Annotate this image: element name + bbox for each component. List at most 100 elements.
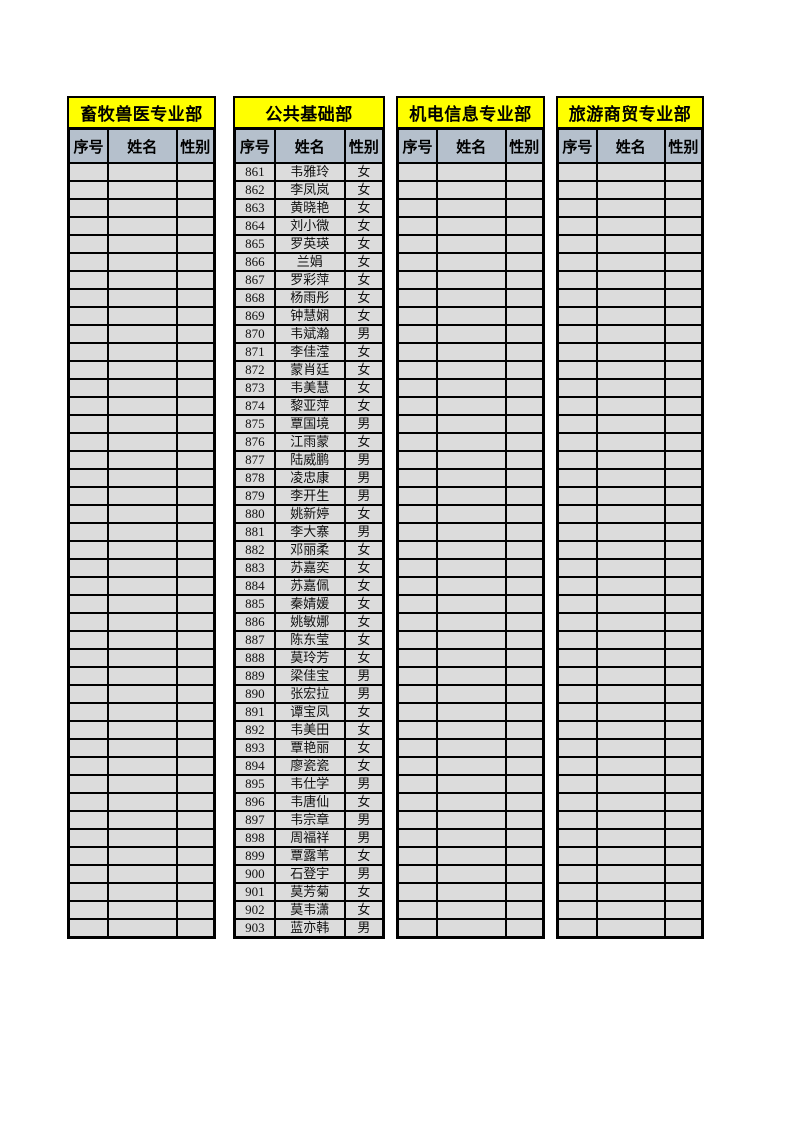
gender-cell <box>504 810 545 830</box>
name-cell <box>106 738 178 758</box>
gender-cell <box>504 720 545 740</box>
table-row <box>396 198 545 218</box>
name-cell <box>106 774 178 794</box>
name-cell <box>435 450 507 470</box>
gender-cell: 女 <box>343 900 385 920</box>
name-cell <box>435 594 507 614</box>
row-number-cell <box>396 324 438 344</box>
row-number-cell <box>67 306 109 326</box>
name-cell <box>595 270 666 290</box>
row-number-cell <box>396 234 438 254</box>
row-number-cell <box>396 684 438 704</box>
table-row: 885 秦婧媛女 <box>233 594 385 614</box>
gender-cell: 女 <box>343 846 385 866</box>
gender-cell <box>504 468 545 488</box>
gender-cell <box>175 414 216 434</box>
gender-cell <box>663 864 704 884</box>
row-number-cell <box>67 378 109 398</box>
row-number-cell <box>556 270 598 290</box>
table-row <box>67 414 216 434</box>
table-row: 880 姚新婷女 <box>233 504 385 524</box>
table-row <box>67 306 216 326</box>
name-cell <box>435 468 507 488</box>
gender-cell: 女 <box>343 432 385 452</box>
gender-cell: 女 <box>343 162 385 182</box>
name-cell: 谭宝凤 <box>273 702 346 722</box>
name-cell <box>106 162 178 182</box>
gender-cell: 男 <box>343 828 385 848</box>
gender-cell <box>504 414 545 434</box>
table-row <box>67 162 216 182</box>
table-row: 875 覃国境男 <box>233 414 385 434</box>
row-number-cell <box>396 720 438 740</box>
gender-cell <box>663 612 704 632</box>
row-number-cell <box>67 666 109 686</box>
row-number-cell <box>556 576 598 596</box>
row-number-cell: 862 <box>233 180 276 200</box>
gender-cell <box>663 756 704 776</box>
table-row <box>67 882 216 902</box>
row-number-cell <box>67 450 109 470</box>
gender-cell <box>175 648 216 668</box>
table-row: 899 覃露苇女 <box>233 846 385 866</box>
name-cell <box>435 324 507 344</box>
name-cell: 罗英瑛 <box>273 234 346 254</box>
gender-cell: 女 <box>343 216 385 236</box>
gender-cell <box>175 576 216 596</box>
row-number-cell <box>396 900 438 920</box>
gender-cell <box>175 720 216 740</box>
gender-cell: 男 <box>343 450 385 470</box>
gender-cell <box>504 252 545 272</box>
gender-cell <box>504 558 545 578</box>
department-table: 畜牧兽医专业部 序号 姓名 性别 <box>67 96 216 939</box>
gender-cell <box>663 504 704 524</box>
name-cell <box>435 558 507 578</box>
table-row <box>67 648 216 668</box>
row-number-cell <box>556 522 598 542</box>
gender-cell <box>663 828 704 848</box>
name-cell: 陈东莹 <box>273 630 346 650</box>
table-row: 861 韦雅玲女 <box>233 162 385 182</box>
name-cell <box>106 486 178 506</box>
gender-cell <box>663 432 704 452</box>
name-cell: 黎亚萍 <box>273 396 346 416</box>
row-number-cell <box>556 702 598 722</box>
row-number-cell <box>396 810 438 830</box>
row-number-cell: 889 <box>233 666 276 686</box>
name-cell <box>435 666 507 686</box>
row-number-cell <box>556 666 598 686</box>
row-number-cell <box>67 288 109 308</box>
gender-cell: 女 <box>343 360 385 380</box>
name-cell: 黄晓艳 <box>273 198 346 218</box>
table-row <box>67 234 216 254</box>
row-number-cell <box>67 216 109 236</box>
name-cell <box>595 828 666 848</box>
row-number-cell <box>67 846 109 866</box>
row-number-cell <box>67 486 109 506</box>
gender-cell <box>663 900 704 920</box>
row-number-cell: 871 <box>233 342 276 362</box>
row-number-cell: 882 <box>233 540 276 560</box>
name-cell <box>595 288 666 308</box>
row-number-cell <box>556 900 598 920</box>
row-number-cell <box>396 270 438 290</box>
table-row <box>67 180 216 200</box>
name-cell: 姚敏娜 <box>273 612 346 632</box>
row-number-cell <box>396 396 438 416</box>
gender-cell <box>504 684 545 704</box>
table-row: 901 莫芳菊女 <box>233 882 385 902</box>
name-cell <box>106 828 178 848</box>
table-row: 889 梁佳宝男 <box>233 666 385 686</box>
table-row <box>556 558 704 578</box>
gender-cell <box>504 864 545 884</box>
table-row <box>396 648 545 668</box>
name-cell <box>595 900 666 920</box>
row-number-cell <box>556 810 598 830</box>
name-cell <box>435 720 507 740</box>
row-number-cell <box>556 396 598 416</box>
row-number-cell <box>67 774 109 794</box>
row-number-cell <box>396 558 438 578</box>
table-row <box>556 198 704 218</box>
table-row <box>67 684 216 704</box>
table-row <box>396 396 545 416</box>
